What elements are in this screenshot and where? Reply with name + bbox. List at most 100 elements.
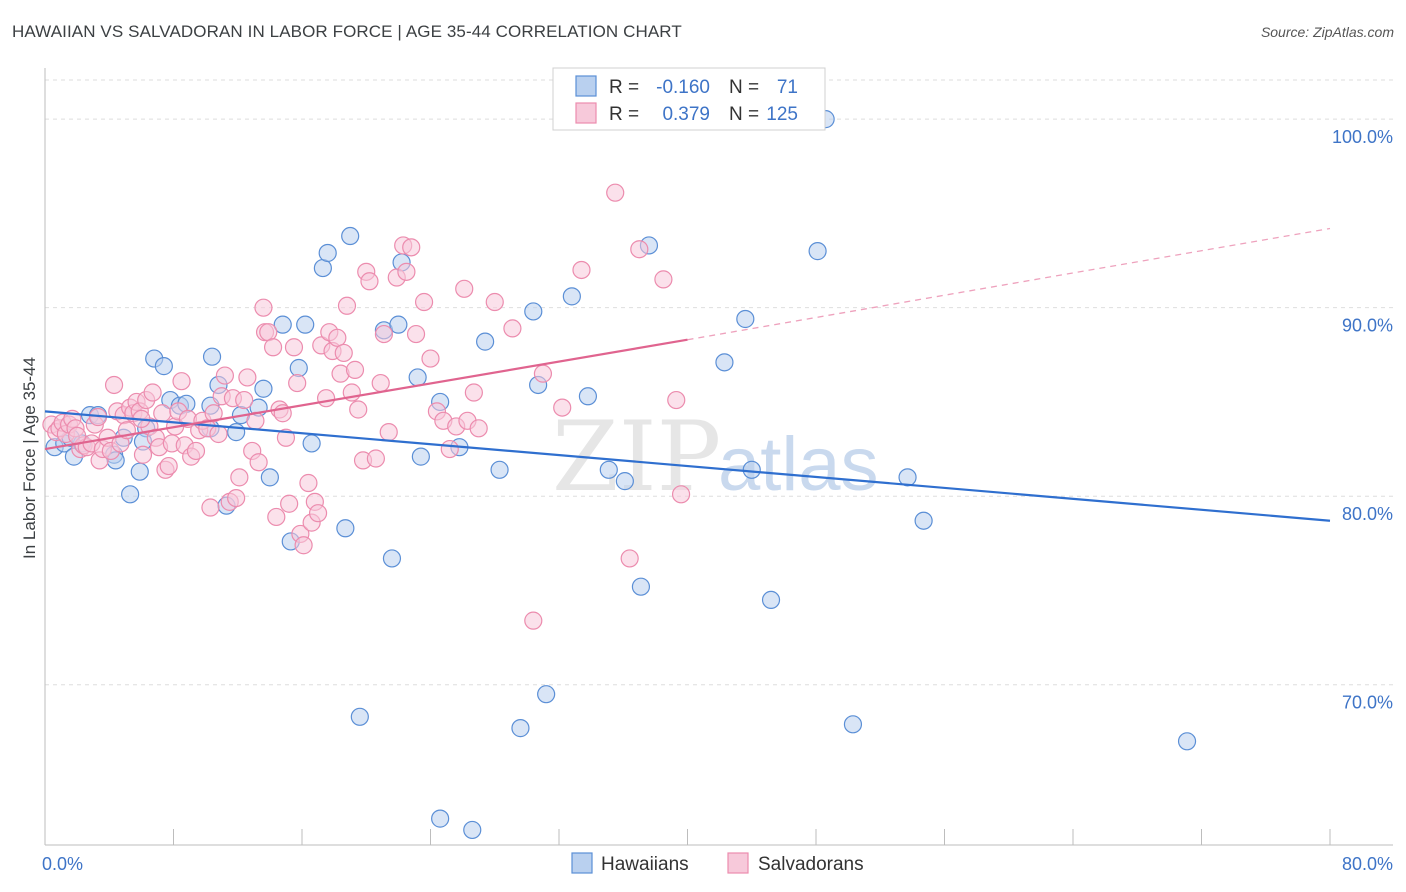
salvadoran-point xyxy=(133,445,153,464)
stats-legend: R = -0.160 N = 71 R = 0.379 N = 125 xyxy=(552,67,826,131)
salvadoran-point xyxy=(104,375,124,395)
stats-legend-box xyxy=(552,67,826,131)
salvadoran-point xyxy=(259,323,278,342)
series-salvadorans-points xyxy=(42,183,691,630)
salvadoran-point xyxy=(227,488,246,508)
salvadoran-point xyxy=(671,485,691,504)
y-tick-label: 100.0% xyxy=(1332,127,1393,147)
salvadoran-point xyxy=(328,328,347,347)
hawaiian-point xyxy=(511,719,530,738)
salvadoran-point xyxy=(159,456,178,476)
trend-line-salvadorans-extrapolated xyxy=(687,227,1331,341)
salvadoran-point xyxy=(630,240,649,259)
salvadoran-point xyxy=(308,504,328,523)
watermark: ZIP atlas xyxy=(552,401,879,513)
hawaiian-point xyxy=(615,472,634,491)
source-label: Source: ZipAtlas.com xyxy=(1260,24,1394,40)
hawaiian-point xyxy=(761,590,781,610)
hawaiian-point xyxy=(476,332,495,351)
legend-swatch-salvadorans xyxy=(575,102,597,124)
legend-r-label-salvadorans: R = xyxy=(609,104,639,125)
x-tick-label: 80.0% xyxy=(1342,854,1393,874)
x-tick-labels: 0.0% 80.0% xyxy=(42,854,1393,874)
hawaiian-point xyxy=(715,353,734,372)
hawaiian-point xyxy=(599,460,618,479)
hawaiian-point xyxy=(411,447,430,466)
hawaiian-point xyxy=(121,485,140,504)
salvadoran-point xyxy=(366,449,385,468)
salvadoran-point xyxy=(606,183,625,202)
hawaiian-point xyxy=(202,347,222,366)
salvadoran-point xyxy=(402,238,421,257)
trend-line-hawaiians xyxy=(44,410,1331,522)
axes xyxy=(44,68,1393,846)
salvadoran-point xyxy=(172,372,191,391)
series-hawaiians-points xyxy=(45,110,1197,840)
salvadoran-point xyxy=(349,400,368,419)
hawaiian-point xyxy=(382,549,402,568)
salvadoran-point xyxy=(503,319,522,338)
salvadoran-point xyxy=(215,366,234,385)
x-tick-label: 0.0% xyxy=(42,854,83,874)
chart-title: HAWAIIAN VS SALVADORAN IN LABOR FORCE | … xyxy=(12,22,682,41)
salvadoran-point xyxy=(524,611,543,630)
y-tick-label: 70.0% xyxy=(1342,693,1393,713)
salvadoran-point xyxy=(294,536,313,555)
hawaiian-point xyxy=(341,226,360,246)
trend-line-salvadorans xyxy=(44,338,688,451)
salvadoran-point xyxy=(249,453,268,472)
salvadoran-point xyxy=(414,292,434,312)
salvadoran-point xyxy=(153,404,172,423)
hawaiian-point xyxy=(914,511,933,530)
hawaiian-point xyxy=(537,685,556,704)
hawaiian-point xyxy=(254,379,273,398)
salvadoran-point xyxy=(533,364,553,383)
salvadoran-point xyxy=(485,292,504,312)
salvadoran-point xyxy=(204,404,223,423)
salvadoran-point xyxy=(299,473,318,493)
y-tick-label: 80.0% xyxy=(1342,504,1393,524)
legend-r-value-salvadorans: 0.379 xyxy=(662,104,710,125)
salvadoran-point xyxy=(667,390,686,410)
hawaiian-point xyxy=(154,357,173,376)
hawaiian-point xyxy=(843,715,863,734)
hawaiian-point xyxy=(631,577,651,596)
salvadoran-point xyxy=(440,439,459,459)
hawaiian-point xyxy=(289,358,308,378)
salvadoran-point xyxy=(209,424,228,444)
salvadoran-point xyxy=(337,296,357,315)
series-legend: Hawaiians Salvadorans xyxy=(571,852,864,875)
salvadoran-point xyxy=(345,360,365,379)
hawaiian-point xyxy=(490,460,509,479)
salvadoran-point xyxy=(316,389,336,408)
y-tick-labels: 70.0% 80.0% 90.0% 100.0% xyxy=(1332,127,1393,713)
hawaiian-point xyxy=(562,287,581,306)
hawaiian-point xyxy=(808,242,827,261)
salvadoran-point xyxy=(230,468,249,487)
trend-lines xyxy=(44,227,1331,522)
salvadoran-point xyxy=(421,349,440,368)
hawaiian-point xyxy=(389,315,408,334)
hawaiian-point xyxy=(336,519,355,538)
hawaiian-point xyxy=(408,368,427,387)
salvadoran-point xyxy=(469,419,488,438)
hawaiian-point xyxy=(742,460,761,479)
salvadoran-point xyxy=(464,383,483,402)
salvadoran-point xyxy=(334,343,353,363)
hawaiian-point xyxy=(318,243,337,263)
legend-n-value-salvadorans: 125 xyxy=(766,104,798,125)
hawaiian-point xyxy=(463,820,482,840)
bottom-legend-label-salvadorans: Salvadorans xyxy=(758,854,864,875)
salvadoran-point xyxy=(235,390,254,410)
legend-r-label-hawaiians: R = xyxy=(609,77,639,98)
hawaiian-point xyxy=(296,315,315,334)
hawaiian-point xyxy=(313,258,332,278)
salvadoran-point xyxy=(201,498,220,517)
hawaiian-point xyxy=(350,707,369,726)
hawaiian-point xyxy=(431,809,450,828)
salvadoran-point xyxy=(374,324,394,344)
salvadoran-point xyxy=(280,494,299,513)
legend-n-label-hawaiians: N = xyxy=(729,77,759,98)
salvadoran-point xyxy=(406,324,426,344)
y-tick-label: 90.0% xyxy=(1342,316,1393,336)
